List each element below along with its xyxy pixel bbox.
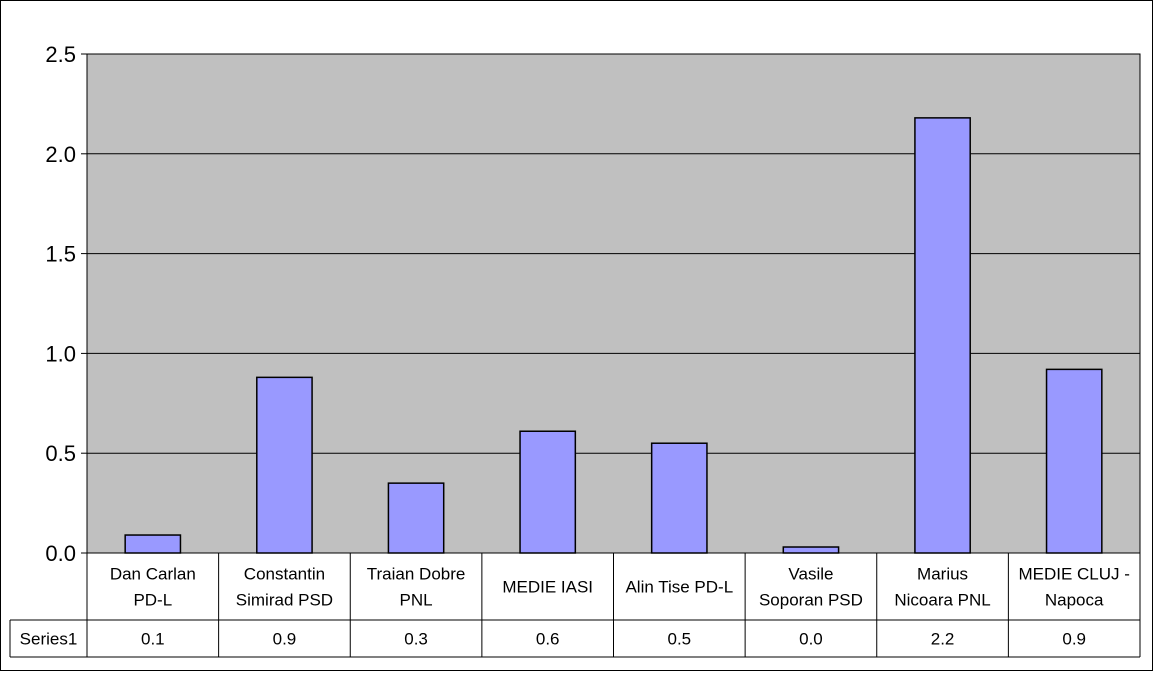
data-table-value: 0.5: [667, 630, 691, 649]
y-tick-label: 2.5: [45, 42, 76, 67]
bar: [256, 376, 313, 554]
bar: [1045, 368, 1103, 554]
bar: [519, 430, 577, 554]
y-tick-label: 1.0: [45, 341, 76, 366]
y-tick-label: 0.5: [45, 441, 76, 466]
data-table-value: 0.9: [273, 630, 297, 649]
x-tick-label: PD-L: [133, 591, 172, 610]
bar: [650, 442, 708, 554]
x-tick-label: Nicoara PNL: [894, 591, 990, 610]
data-table-value: 0.1: [141, 630, 165, 649]
bar: [387, 482, 445, 554]
data-table-value: 2.2: [931, 630, 955, 649]
data-table-value: 0.0: [799, 630, 823, 649]
x-tick-label: MEDIE CLUJ -: [1018, 565, 1129, 584]
x-tick-label: Marius: [917, 565, 968, 584]
bar: [124, 534, 182, 554]
x-tick-label: Traian Dobre: [367, 565, 466, 584]
x-tick-label: Alin Tise PD-L: [625, 578, 733, 597]
bar: [782, 546, 840, 554]
y-tick-label: 2.0: [45, 142, 76, 167]
x-tick-label: PNL: [400, 591, 433, 610]
x-tick-label: MEDIE IASI: [502, 578, 593, 597]
bar: [914, 117, 971, 554]
x-tick-label: Napoca: [1045, 591, 1104, 610]
y-tick-label: 1.5: [45, 242, 76, 267]
x-tick-label: Dan Carlan: [110, 565, 196, 584]
x-tick-label: Soporan PSD: [759, 591, 863, 610]
series-name-label: Series1: [20, 630, 78, 649]
plot-background: [86, 53, 1141, 554]
x-tick-label: Simirad PSD: [236, 591, 333, 610]
data-table-value: 0.3: [404, 630, 428, 649]
data-table-value: 0.6: [536, 630, 560, 649]
data-table-value: 0.9: [1062, 630, 1086, 649]
y-tick-label: 0.0: [45, 541, 76, 566]
x-tick-label: Constantin: [244, 565, 325, 584]
x-tick-label: Vasile: [788, 565, 833, 584]
